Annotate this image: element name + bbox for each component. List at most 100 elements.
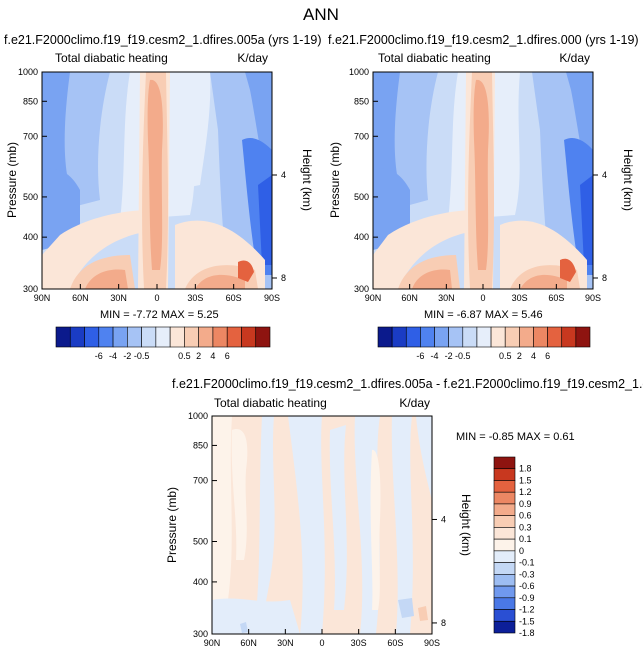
colorbar-label: 6: [225, 351, 230, 361]
colorbar-label: 1.5: [519, 475, 532, 485]
colorbar-swatch: [198, 326, 214, 348]
colorbar-swatch: [255, 326, 271, 348]
panel-a-ylabel: Pressure (mb): [5, 142, 19, 218]
panel-c-colorbar: 1.81.5 1.2 0.9 0.60.3 0.1 0 -0.1-0.3 -0.6 -0.9 -1…: [493, 456, 535, 638]
panel-c-field: [212, 416, 432, 634]
colorbar-swatch: [493, 550, 516, 563]
colorbar-label: -0.6: [519, 581, 535, 591]
panel-b-ylabel-right: Height (km): [621, 149, 635, 211]
colorbar-swatch: [490, 326, 506, 348]
panel-c-y-axis: 300 400 500 700 850 1000: [188, 411, 217, 639]
height-tick-label: 4: [602, 170, 607, 180]
panel-b: f.e21.F2000climo.f19_f19.cesm2_1.dfires.…: [328, 33, 639, 361]
x-tick-label: 60N: [401, 293, 418, 303]
panel-b-title: f.e21.F2000climo.f19_f19.cesm2_1.dfires.…: [328, 33, 639, 47]
height-tick-label: 8: [281, 273, 286, 283]
y-tick-label: 300: [354, 284, 369, 294]
panel-a-x-axis: 90N 60N 30N 0 30S 60S 90S: [34, 284, 280, 303]
panel-a-stats: MIN = -7.72 MAX = 5.25: [100, 309, 219, 321]
colorbar-swatch: [547, 326, 563, 348]
colorbar-swatch: [493, 562, 516, 575]
colorbar-swatch: [420, 326, 435, 348]
x-tick-label: 90N: [204, 638, 221, 648]
panel-a-units: K/day: [237, 51, 268, 65]
colorbar-label: -4: [109, 351, 117, 361]
colorbar-label: 0.5: [499, 351, 512, 361]
height-tick-label: 4: [441, 514, 446, 524]
colorbar-label: 0.1: [519, 534, 532, 544]
colorbar-swatch: [377, 326, 393, 348]
colorbar-label: -0.9: [519, 593, 535, 603]
colorbar-label: -0.5: [455, 351, 471, 361]
colorbar-swatch: [184, 326, 199, 348]
y-tick-label: 850: [23, 96, 38, 106]
colorbar-label: 4: [531, 351, 536, 361]
x-tick-label: 60S: [548, 293, 564, 303]
colorbar-swatch: [169, 326, 185, 348]
colorbar-swatch: [493, 597, 516, 610]
colorbar-swatch: [212, 326, 228, 348]
x-tick-label: 60S: [226, 293, 242, 303]
panel-b-ylabel: Pressure (mb): [328, 142, 342, 218]
x-tick-label: 30S: [351, 638, 367, 648]
x-tick-label: 90S: [264, 293, 280, 303]
x-tick-label: 60N: [240, 638, 257, 648]
panel-b-subtitle: Total diabatic heating: [378, 51, 491, 65]
panel-c-subtitle: Total diabatic heating: [214, 396, 327, 410]
colorbar-label: 2: [517, 351, 522, 361]
colorbar-swatch: [226, 326, 242, 348]
y-tick-label: 1000: [18, 67, 38, 77]
colorbar-label: -1.5: [519, 616, 535, 626]
panel-c-units: K/day: [399, 396, 430, 410]
y-tick-label: 1000: [349, 67, 369, 77]
colorbar-label: -2: [445, 351, 453, 361]
colorbar-swatch: [391, 326, 407, 348]
x-tick-label: 0: [480, 293, 485, 303]
colorbar-swatch: [155, 326, 171, 348]
panel-a-subtitle: Total diabatic heating: [55, 51, 168, 65]
panel-b-y-axis: 300 400 500 700 850 1000: [349, 67, 378, 294]
x-tick-label: 60N: [72, 293, 89, 303]
colorbar-swatch: [493, 515, 516, 528]
colorbar-label: 6: [545, 351, 550, 361]
y-tick-label: 300: [193, 629, 208, 639]
panel-c-x-axis: 90N 60N 30N 0 30S 60S 90S: [204, 629, 440, 648]
colorbar-swatch: [519, 326, 534, 348]
colorbar-swatch: [493, 585, 516, 599]
panel-a-colorbar: -6 -4 -2 -0.5 0.5 2 4 6: [55, 326, 271, 361]
panel-b-colorbar: -6 -4 -2 -0.5 0.5 2 4 6: [377, 326, 591, 361]
colorbar-swatch: [462, 326, 478, 348]
colorbar-swatch: [434, 326, 449, 348]
y-tick-label: 500: [193, 537, 208, 547]
y-tick-label: 500: [354, 192, 369, 202]
colorbar-swatch: [493, 620, 516, 634]
colorbar-label: -1.8: [519, 628, 535, 638]
colorbar-swatch: [493, 456, 516, 470]
colorbar-swatch: [493, 527, 516, 540]
colorbar-swatch: [84, 326, 100, 348]
colorbar-label: 1.2: [519, 487, 532, 497]
x-tick-label: 30S: [512, 293, 528, 303]
height-tick-label: 8: [602, 273, 607, 283]
colorbar-label: 0: [519, 546, 524, 556]
panel-b-stats: MIN = -6.87 MAX = 5.46: [424, 309, 543, 321]
panel-c-title: f.e21.F2000climo.f19_f19.cesm2_1.dfires.…: [172, 377, 643, 391]
colorbar-swatch: [504, 326, 520, 348]
figure-title: ANN: [303, 5, 339, 24]
y-tick-label: 400: [23, 232, 38, 242]
colorbar-swatch: [55, 326, 71, 348]
y-tick-label: 850: [193, 440, 208, 450]
y-tick-label: 850: [354, 96, 369, 106]
colorbar-swatch: [241, 326, 257, 348]
x-tick-label: 30S: [187, 293, 203, 303]
colorbar-label: -2: [123, 351, 131, 361]
y-tick-label: 300: [23, 284, 38, 294]
colorbar-swatch: [575, 326, 591, 348]
colorbar-label: -6: [416, 351, 424, 361]
colorbar-swatch: [493, 574, 516, 587]
colorbar-swatch: [493, 491, 516, 505]
colorbar-swatch: [476, 326, 492, 348]
x-tick-label: 30N: [277, 638, 294, 648]
colorbar-swatch: [448, 326, 464, 348]
colorbar-label: -1.2: [519, 605, 535, 615]
